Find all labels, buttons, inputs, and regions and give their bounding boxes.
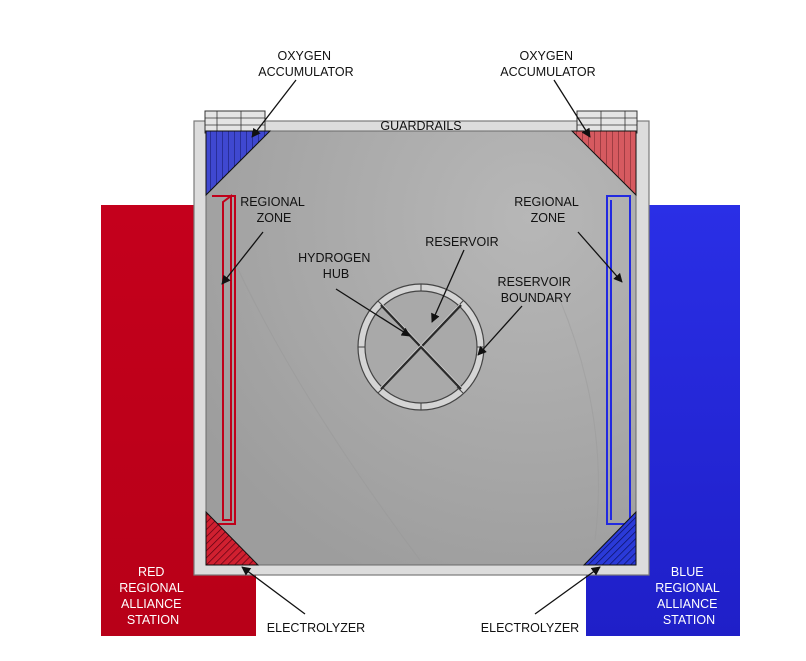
oxygen-accumulator-right bbox=[570, 110, 638, 197]
label-regional-zone-right: REGIONAL ZONE bbox=[514, 195, 582, 225]
label-reservoir-boundary: RESERVOIR BOUNDARY bbox=[498, 275, 575, 305]
oxygen-accumulator-left bbox=[204, 110, 272, 197]
label-electrolyzer-left: ELECTROLYZER bbox=[267, 621, 365, 635]
label-red-station: RED REGIONAL ALLIANCE STATION bbox=[119, 565, 187, 627]
label-regional-zone-left: REGIONAL ZONE bbox=[240, 195, 308, 225]
electrolyzer-right-shape bbox=[582, 510, 637, 566]
regional-zone-red bbox=[212, 194, 236, 525]
label-oxygen-accumulator-left: OXYGEN ACCUMULATOR bbox=[258, 49, 353, 79]
label-oxygen-accumulator-right: OXYGEN ACCUMULATOR bbox=[500, 49, 595, 79]
label-hydrogen-hub: HYDROGEN HUB bbox=[298, 251, 374, 281]
label-reservoir: RESERVOIR bbox=[425, 235, 498, 249]
label-blue-station: BLUE REGIONAL ALLIANCE STATION bbox=[655, 565, 723, 627]
label-electrolyzer-right: ELECTROLYZER bbox=[481, 621, 579, 635]
reservoir bbox=[357, 283, 485, 411]
leader-arrows bbox=[221, 79, 623, 615]
label-guardrails: GUARDRAILS bbox=[380, 119, 461, 133]
electrolyzer-left-shape bbox=[205, 510, 260, 566]
